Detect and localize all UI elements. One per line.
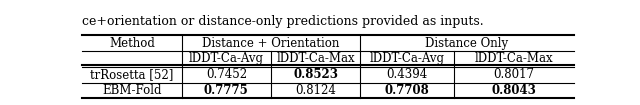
Text: 0.7452: 0.7452 — [205, 68, 247, 81]
Text: lDDT-Ca-Max: lDDT-Ca-Max — [276, 52, 355, 65]
Text: Distance + Orientation: Distance + Orientation — [202, 37, 340, 50]
Text: lDDT-Ca-Max: lDDT-Ca-Max — [475, 52, 554, 65]
Text: 0.4394: 0.4394 — [387, 68, 428, 81]
Text: Distance Only: Distance Only — [426, 37, 508, 50]
Text: 0.8124: 0.8124 — [295, 84, 336, 97]
Text: Method: Method — [109, 37, 155, 50]
Text: lDDT-Ca-Avg: lDDT-Ca-Avg — [189, 52, 264, 65]
Text: 0.7708: 0.7708 — [385, 84, 429, 97]
Text: 0.8043: 0.8043 — [492, 84, 536, 97]
Text: ce+orientation or distance-only predictions provided as inputs.: ce+orientation or distance-only predicti… — [83, 15, 484, 28]
Text: EBM-Fold: EBM-Fold — [102, 84, 162, 97]
Text: 0.7775: 0.7775 — [204, 84, 249, 97]
Text: trRosetta [52]: trRosetta [52] — [90, 68, 174, 81]
Text: lDDT-Ca-Avg: lDDT-Ca-Avg — [370, 52, 445, 65]
Text: 0.8017: 0.8017 — [493, 68, 534, 81]
Text: 0.8523: 0.8523 — [293, 68, 338, 81]
